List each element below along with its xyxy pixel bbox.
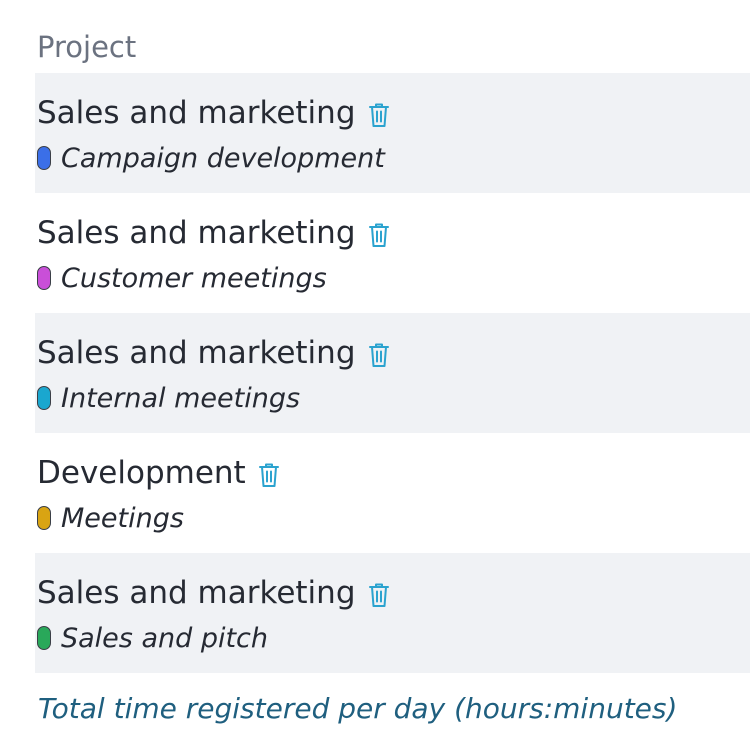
project-line: Sales and marketing [37,573,390,613]
project-line: Sales and marketing [37,93,390,133]
task-name: Customer meetings [61,262,327,294]
project-name: Sales and marketing [37,95,356,131]
task-line: Meetings [37,500,184,536]
project-row: Sales and marketing Sales and pitch [35,553,750,673]
project-name: Development [37,455,246,491]
project-column-header: Project [37,30,137,64]
task-line: Sales and pitch [37,620,268,656]
project-row: Sales and marketing Internal meetings [35,313,750,433]
project-row: Development Meetings [35,433,750,553]
task-name: Internal meetings [61,382,301,414]
trash-icon[interactable] [368,580,390,607]
task-color-dot [37,626,51,650]
project-rows: Sales and marketing Campaign development… [35,73,750,673]
project-line: Development [37,453,280,493]
trash-icon[interactable] [368,100,390,127]
task-name: Sales and pitch [61,622,269,654]
project-line: Sales and marketing [37,213,390,253]
task-line: Campaign development [37,140,385,176]
project-row: Sales and marketing Customer meetings [35,193,750,313]
trash-icon[interactable] [368,220,390,247]
project-line: Sales and marketing [37,333,390,373]
project-name: Sales and marketing [37,335,356,371]
task-color-dot [37,146,51,170]
task-line: Internal meetings [37,380,300,416]
task-color-dot [37,266,51,290]
task-name: Campaign development [61,142,385,174]
task-line: Customer meetings [37,260,327,296]
project-row: Sales and marketing Campaign development [35,73,750,193]
task-color-dot [37,506,51,530]
trash-icon[interactable] [368,340,390,367]
project-name: Sales and marketing [37,215,356,251]
task-name: Meetings [61,502,184,534]
project-name: Sales and marketing [37,575,356,611]
task-color-dot [37,386,51,410]
trash-icon[interactable] [258,460,280,487]
total-time-label: Total time registered per day (hours:min… [38,692,678,725]
